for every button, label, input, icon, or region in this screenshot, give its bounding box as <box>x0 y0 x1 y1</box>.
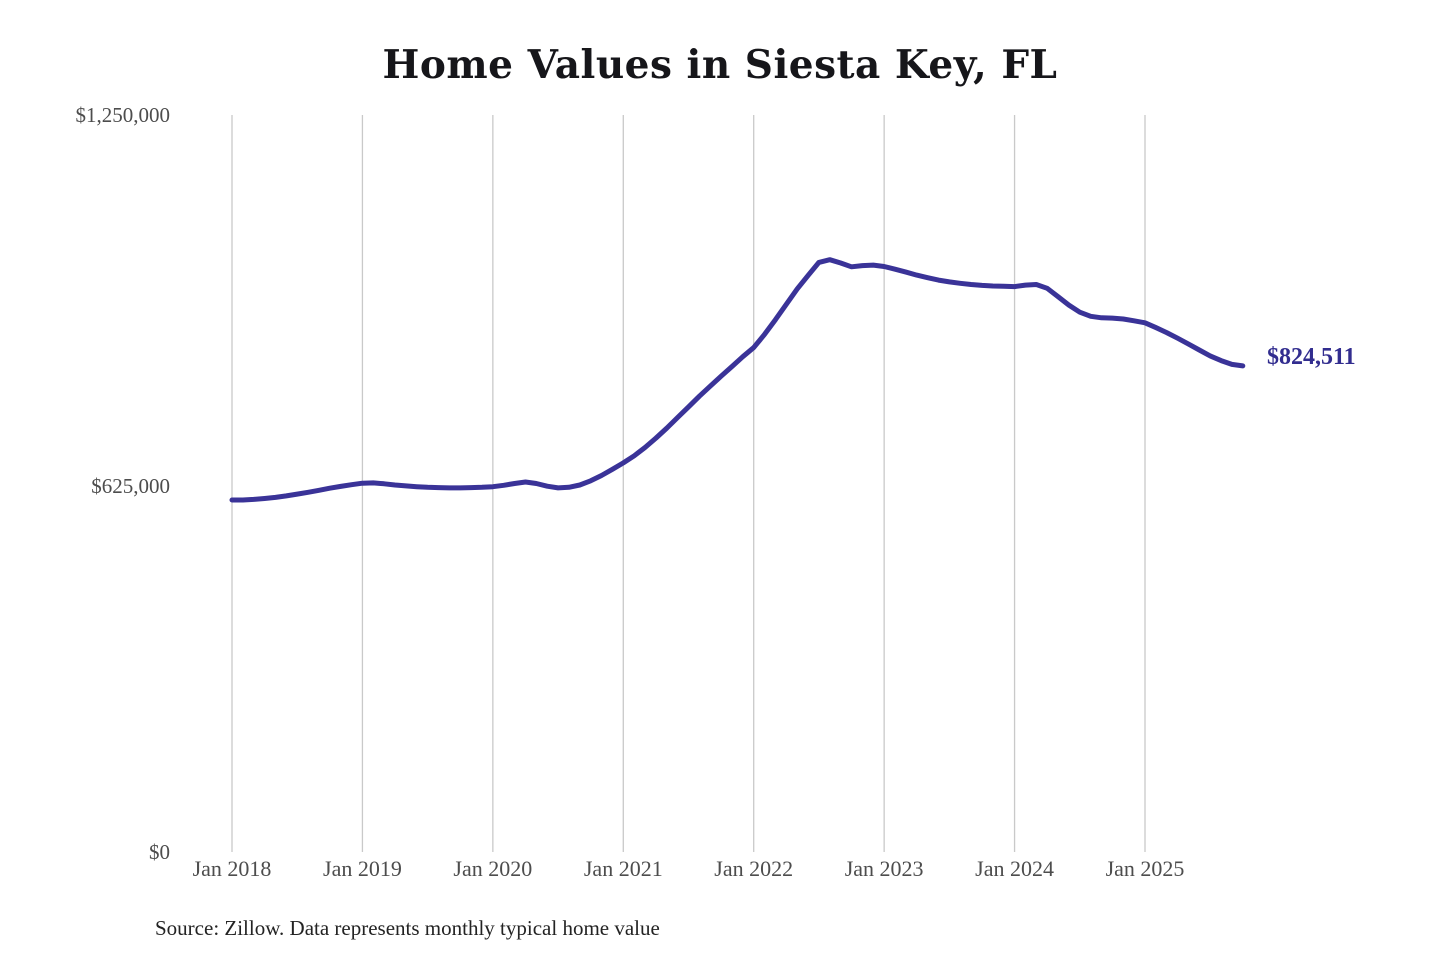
y-axis-tick-label-zero: $0 <box>149 840 170 864</box>
latest-value-label: $824,511 <box>1267 344 1356 370</box>
x-axis-tick-label: Jan 2023 <box>844 856 924 881</box>
x-axis-tick-label: Jan 2019 <box>323 856 402 881</box>
x-axis-tick-label: Jan 2021 <box>583 856 663 881</box>
y-axis-tick-label-top: $1,250,000 <box>75 103 171 127</box>
x-axis-tick-label: Jan 2024 <box>975 856 1054 881</box>
chart-title: Home Values in Siesta Key, FL <box>382 42 1058 88</box>
x-axis-tick-label: Jan 2022 <box>714 856 794 881</box>
x-axis-tick-label: Jan 2018 <box>192 856 272 881</box>
source-note: Source: Zillow. Data represents monthly … <box>155 916 660 940</box>
y-axis-tick-label-middle: $625,000 <box>91 474 170 498</box>
home-value-line <box>229 257 1246 503</box>
x-axis-tick-label: Jan 2025 <box>1105 856 1185 881</box>
x-axis-tick-label: Jan 2020 <box>453 856 533 881</box>
